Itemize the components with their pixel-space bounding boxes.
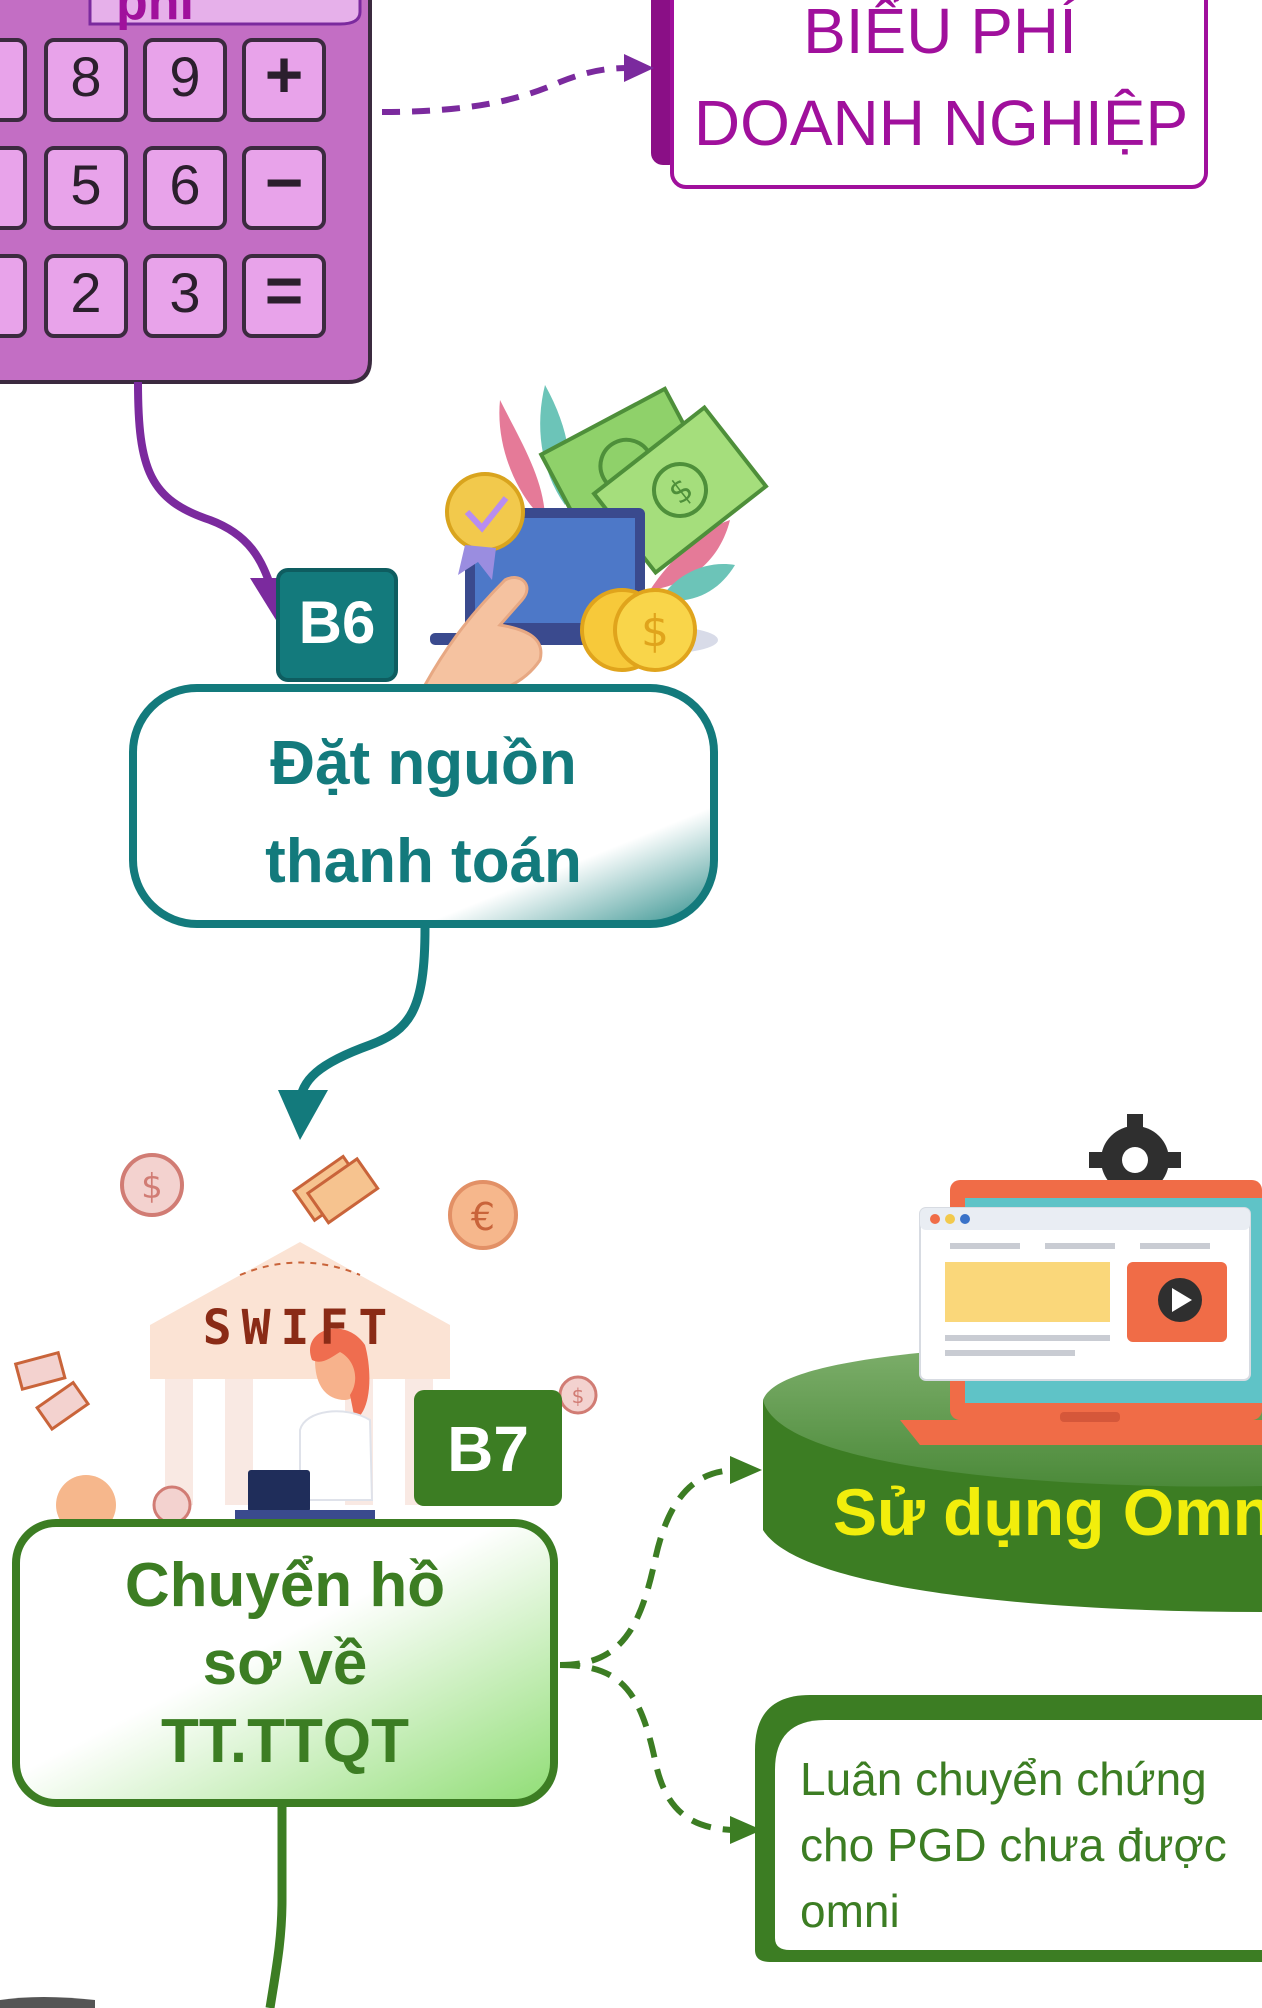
svg-text:€: € bbox=[471, 1195, 495, 1239]
connector-b7-down bbox=[265, 1807, 287, 2008]
step6-line2: thanh toán bbox=[265, 827, 582, 896]
calculator-key-9: 9 bbox=[169, 45, 201, 108]
step7-badge-bg bbox=[414, 1390, 562, 1506]
svg-text:$: $ bbox=[641, 606, 669, 657]
step6-line1: Đặt nguồn bbox=[270, 729, 577, 798]
fee-node-line1: BIỂU PHÍ bbox=[803, 0, 1077, 67]
svg-text:$: $ bbox=[572, 1384, 585, 1408]
step6-box bbox=[129, 684, 718, 928]
omni-node-label: Sử dụng Omn bbox=[833, 1475, 1262, 1549]
pgd-line2: cho PGD chưa được bbox=[800, 1819, 1227, 1871]
calculator-key-2: 2 bbox=[70, 261, 102, 324]
payment-illustration: $ $ bbox=[423, 385, 769, 702]
connector-b7-to-omni bbox=[559, 1456, 762, 1668]
swift-sign: SWIFT bbox=[202, 1300, 398, 1356]
fee-node-box bbox=[651, 0, 1208, 189]
calculator-key-plus: + bbox=[264, 37, 304, 111]
svg-text:$: $ bbox=[141, 1167, 163, 1207]
step7-line2: sơ về bbox=[202, 1629, 368, 1698]
step6-badge: B6 bbox=[298, 589, 376, 656]
calculator-key-minus: − bbox=[264, 145, 304, 219]
pgd-node-box bbox=[755, 1695, 1262, 1962]
calculator-label-fragment: phí bbox=[116, 0, 194, 31]
step7-badge: B7 bbox=[447, 1413, 529, 1485]
calculator-keys bbox=[0, 38, 326, 338]
calculator-key-3: 3 bbox=[169, 261, 201, 324]
connector-b6-to-b7 bbox=[278, 927, 430, 1140]
calculator-key-equals: = bbox=[264, 253, 304, 327]
step7-box bbox=[12, 1519, 558, 1807]
step7-line3: TT.TTQT bbox=[161, 1707, 409, 1776]
calculator-illustration bbox=[0, 0, 372, 384]
connector-calculator-to-b6 bbox=[134, 381, 292, 620]
pgd-line1: Luân chuyển chứng bbox=[800, 1753, 1207, 1805]
fee-node-line2: DOANH NGHIỆP bbox=[693, 87, 1189, 159]
pgd-line3: omni bbox=[800, 1885, 900, 1937]
calculator-key-5: 5 bbox=[70, 153, 102, 216]
calculator-key-8: 8 bbox=[70, 45, 102, 108]
calculator-key-6: 6 bbox=[169, 153, 201, 216]
connector-calculator-to-fee bbox=[381, 54, 654, 115]
connector-b7-to-pgd bbox=[559, 1662, 762, 1844]
step7-line1: Chuyển hồ bbox=[124, 1551, 446, 1620]
omni-laptop-illustration bbox=[900, 1114, 1262, 1445]
step6-badge-bg bbox=[276, 568, 398, 682]
